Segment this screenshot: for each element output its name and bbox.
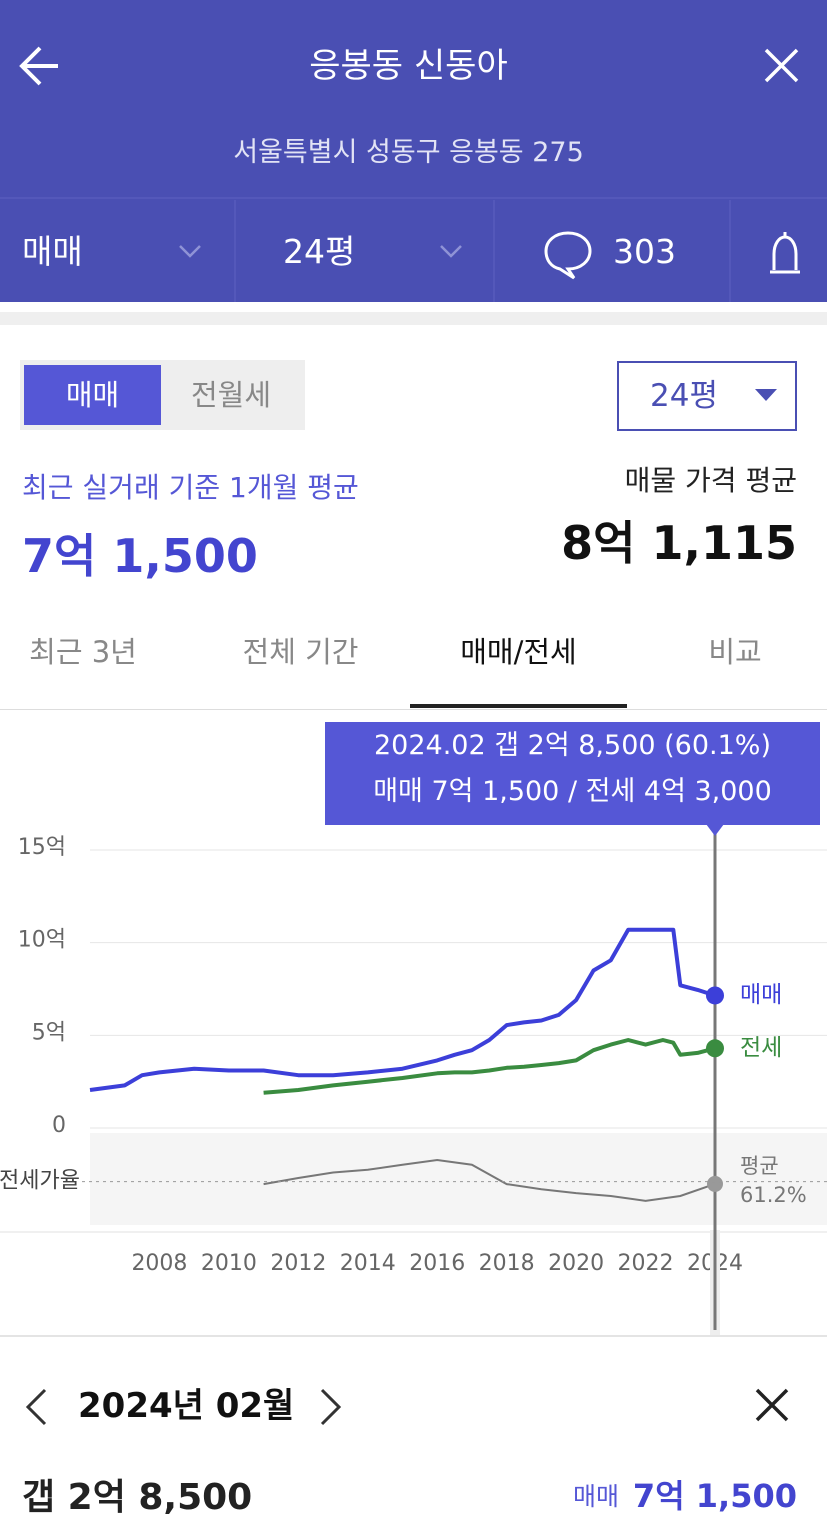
back-button[interactable]: [19, 46, 58, 86]
bell-icon[interactable]: [770, 232, 800, 274]
x-tick-label: 2014: [340, 1251, 396, 1276]
y-tick-label: 0: [52, 1113, 66, 1138]
dropdown-arrow: [755, 389, 777, 401]
legend-label: 매매: [740, 982, 782, 1008]
tooltip-line: 매매 7억 1,500 / 전세 4억 3,000: [373, 776, 772, 807]
trade-label: 매매: [573, 1482, 620, 1511]
y-tick-label: 15억: [18, 835, 66, 860]
size-dropdown[interactable]: [617, 361, 797, 431]
prev-month[interactable]: [25, 1388, 47, 1426]
series-line: [89, 927, 716, 1092]
next-month[interactable]: [320, 1388, 342, 1426]
recent-label: 최근 실거래 기준 1개월 평균: [22, 471, 359, 504]
header: [0, 0, 827, 302]
y-tick-label: 5억: [32, 1020, 66, 1045]
period-tab[interactable]: 비교: [708, 635, 762, 669]
recent-value: 7억 1,500: [22, 529, 258, 583]
comment-icon[interactable]: [544, 231, 592, 280]
month-label: 2024년 02월: [78, 1386, 295, 1426]
ratio-panel: [90, 1133, 827, 1225]
x-tick-label: 2020: [548, 1251, 604, 1276]
series-line: [263, 1038, 716, 1095]
y-tick-label: 10억: [18, 928, 66, 953]
separator: [0, 312, 827, 325]
average-name: 평균: [740, 1154, 779, 1178]
ratio-label: 전세가율: [0, 1169, 80, 1194]
gap-value: 갭 2억 8,500: [22, 1477, 253, 1518]
chart: 0 5억 10억 15억 2008 2010 2012 2014 2016 2018 2020 202…: [0, 824, 827, 1335]
close-detail[interactable]: [755, 1388, 789, 1422]
period-tab[interactable]: 매매/전세: [460, 635, 577, 669]
tab-border: [0, 709, 827, 710]
period-tab[interactable]: 최근 3년: [29, 635, 137, 669]
separator: [0, 1335, 827, 1337]
end-dot: [707, 1175, 723, 1192]
legend-label: 전세: [740, 1035, 782, 1061]
x-tick-label: 2010: [201, 1251, 257, 1276]
tooltip-line: 2024.02 갭 2억 8,500 (60.1%): [374, 730, 771, 761]
x-tick-label: 2018: [479, 1251, 535, 1276]
ratio-line: [263, 1158, 716, 1202]
chevron: [179, 245, 201, 258]
address: 서울특별시 성동구 응봉동 275: [233, 137, 584, 168]
x-tick-label: 2022: [618, 1251, 674, 1276]
size-select[interactable]: 24평: [283, 232, 356, 271]
size-dropdown-label: 24평: [650, 378, 718, 414]
chevron: [440, 245, 462, 258]
toggle-option[interactable]: 전월세: [190, 377, 272, 412]
average-value: 61.2%: [740, 1183, 807, 1207]
listing-label: 매물 가격 평균: [624, 464, 797, 497]
listing-value: 8억 1,115: [561, 516, 797, 570]
footer-icons: [25, 1388, 789, 1426]
x-tick-label: 2008: [131, 1251, 187, 1276]
x-tick-label: 2012: [270, 1251, 326, 1276]
trade-value: 7억 1,500: [632, 1477, 797, 1515]
x-tick-label: 2016: [409, 1251, 465, 1276]
period-tab[interactable]: 전체 기간: [242, 635, 359, 669]
title: 응봉동 신동아: [309, 46, 508, 86]
toggle-option[interactable]: 매매: [24, 365, 161, 425]
comment-count: 303: [613, 232, 676, 271]
tooltip-pointer: [706, 824, 724, 836]
header-icons: [0, 46, 827, 302]
active-tab-indicator: [410, 704, 627, 708]
end-dot: [706, 986, 724, 1005]
end-dot: [706, 1039, 724, 1058]
close-button[interactable]: [764, 48, 799, 83]
tooltip: [325, 722, 820, 825]
trade-type-select[interactable]: 매매: [22, 232, 83, 271]
